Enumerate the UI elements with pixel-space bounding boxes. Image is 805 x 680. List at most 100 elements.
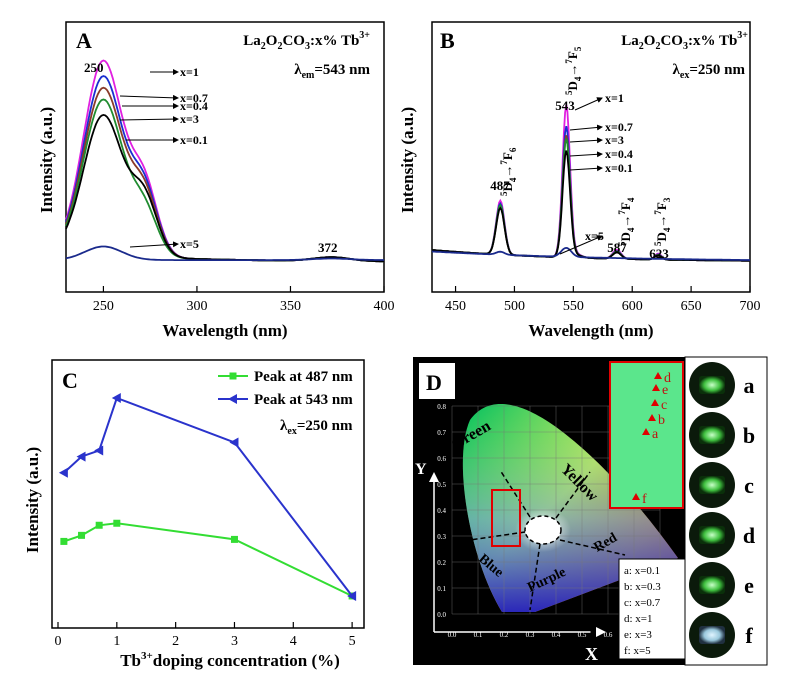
- cie-x-tick-label: 0.2: [500, 631, 509, 639]
- panel-c-tick-label: 5: [349, 634, 356, 649]
- panel-a-curve-x-0.4: [65, 86, 385, 263]
- panel-c-x-ticks: 0 1 2 3 4 5: [55, 622, 356, 649]
- panel-a-label-arrow: [119, 116, 179, 123]
- cie-white-region: [524, 515, 562, 545]
- panel-b-peak-623: 623: [649, 246, 669, 261]
- panel-a-tick-label: 300: [186, 299, 207, 314]
- panel-c-frame: [51, 359, 365, 629]
- panel-b-tick-label: 650: [681, 299, 702, 314]
- cie-y-tick-label: 0.1: [437, 585, 446, 593]
- panel-a-tick-label: 400: [374, 299, 395, 314]
- panel-b-ylabel: Intensity (a.u.): [398, 107, 417, 213]
- cie-point-b: [648, 414, 656, 421]
- sample-photo-label-a: a: [744, 373, 755, 398]
- panel-c-line-0: [63, 522, 353, 597]
- panel-a-xlabel: Wavelength (nm): [162, 321, 287, 340]
- panel-a-series-labels: x=1 x=0.7x=0.4x=3 x=0.1 x=5: [119, 65, 208, 251]
- panel-b-label-arrow: [569, 137, 603, 144]
- panel-c-ylabel: Intensity (a.u.): [23, 447, 42, 553]
- cie-legend: a: x=0.1 b: x=0.3 c: x=0.7 d: x=1 e: x=3 f: x…: [618, 558, 690, 660]
- panel-b-peak-587: 587: [607, 240, 627, 255]
- panel-a-series-label: x=0.7: [180, 91, 208, 105]
- panel-a-curves: [65, 59, 385, 263]
- sample-photo-label-c: c: [744, 473, 754, 498]
- panel-a: A La2O2CO3:x% Tb3+ λem=543 nm x=1x=0.7x=…: [37, 21, 395, 340]
- panel-c-point-543: [58, 467, 68, 478]
- panel-c-point-543: [229, 437, 239, 448]
- panel-a-letter: A: [76, 28, 92, 53]
- panel-a-series-label: x=1: [180, 65, 199, 79]
- panel-d: D Green Yellow Blue Purple Red Y X 0.0 0.…: [413, 356, 768, 666]
- cie-axis-x-arrow: [596, 627, 606, 637]
- cie-x-tick-label: 0.4: [552, 631, 561, 639]
- panel-c-excitation: λex=250 nm: [280, 418, 353, 437]
- panel-b-label-arrow: [559, 235, 603, 255]
- panel-a-peak-label-372: 372: [318, 240, 338, 255]
- cie-point-c: [651, 399, 659, 406]
- cie-y-tick-label: 0.4: [437, 507, 446, 515]
- panel-a-series-label: x=0.1: [180, 133, 208, 147]
- cie-y-tick-label: 0.2: [437, 559, 446, 567]
- sample-glow-d: [699, 526, 725, 544]
- panel-a-x-ticks: 250 300 350 400: [93, 286, 395, 314]
- cie-point-a: [642, 428, 650, 435]
- panel-b-frame: [431, 21, 751, 293]
- cie-x-tick-label: 0.1: [474, 631, 483, 639]
- panel-b-title: La2O2CO3:x% Tb3+: [621, 30, 748, 52]
- cie-point-label-c: c: [661, 398, 667, 413]
- sample-glow-f: [699, 626, 725, 644]
- cie-y-tick-label: 0.7: [437, 429, 446, 437]
- cie-legend-entry: c: x=0.7: [624, 597, 661, 609]
- cie-y-tick-label: 0.0: [437, 611, 446, 619]
- panel-a-title: La2O2CO3:x% Tb3+: [243, 30, 370, 52]
- cie-chromaticity-diagram: Green Yellow Blue Purple Red Y X 0.0 0.1 0…: [415, 403, 678, 664]
- cie-point-f: [632, 493, 640, 500]
- panel-c-point-543: [347, 590, 357, 601]
- panel-c-letter: C: [62, 368, 78, 393]
- panel-c-point-543: [76, 451, 86, 462]
- panel-c-point-543: [94, 445, 104, 456]
- panel-a-series-label: x=3: [180, 112, 199, 126]
- panel-b-tick-label: 700: [740, 299, 761, 314]
- cie-legend-entry: b: x=0.3: [624, 581, 661, 593]
- sample-photo-label-f: f: [745, 623, 753, 648]
- cie-x-tick-label: 0.6: [604, 631, 613, 639]
- panel-c-plot: [58, 393, 357, 601]
- sample-glow-e: [699, 576, 725, 594]
- panel-b-curves: [431, 104, 751, 262]
- cie-region-dividers: [469, 469, 626, 611]
- sample-photo-label-e: e: [744, 573, 754, 598]
- panel-b-series-label: x=0.7: [605, 120, 633, 134]
- panel-c-legend-label: Peak at 543 nm: [254, 392, 353, 408]
- cie-ylabel: Y: [415, 461, 427, 478]
- cie-point-label-b: b: [658, 413, 665, 428]
- cie-legend-entry: a: x=0.1: [624, 565, 660, 577]
- panel-a-curve-x-3: [65, 98, 385, 263]
- cie-legend-entry: d: x=1: [624, 613, 653, 625]
- cie-axis-y-arrow: [429, 472, 439, 482]
- cie-point-label-f: f: [642, 492, 647, 507]
- panel-b-peak-annotations: 5D4→7F6 487 5D4→7F5 543 5D4→7F4 587 5D4→…: [490, 46, 672, 261]
- cie-legend-entry: f: x=5: [624, 645, 651, 657]
- panel-a-curve-x-1: [65, 59, 385, 263]
- panel-a-series-label: x=0.4: [180, 99, 208, 113]
- panel-b-label-arrow: [569, 165, 603, 172]
- panel-b-peak-543: 543: [555, 98, 575, 113]
- cie-point-d: [654, 372, 662, 379]
- sample-glow-c: [699, 476, 725, 494]
- panel-b-x-ticks: 450 500 550 600 650 700: [445, 286, 761, 314]
- panel-b-tick-label: 600: [622, 299, 643, 314]
- panel-c-xlabel: Tb3+doping concentration (%): [120, 650, 340, 670]
- sample-photos-frame: [684, 356, 768, 666]
- panel-b-peak-487: 487: [490, 178, 510, 193]
- panel-b-tick-label: 450: [445, 299, 466, 314]
- panel-a-label-arrow: [119, 94, 179, 101]
- panel-c-legend-marker: [229, 372, 237, 380]
- panel-c-point-543: [111, 393, 121, 403]
- panel-b-curve-x-0.1: [431, 150, 750, 262]
- panel-b-transition-623: 5D4→7F3: [653, 197, 672, 246]
- panel-a-subtitle: λem=543 nm: [294, 62, 370, 81]
